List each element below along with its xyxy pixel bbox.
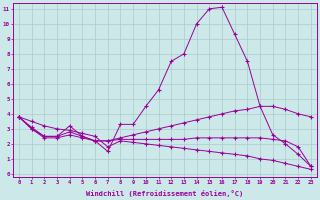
X-axis label: Windchill (Refroidissement éolien,°C): Windchill (Refroidissement éolien,°C) bbox=[86, 190, 244, 197]
